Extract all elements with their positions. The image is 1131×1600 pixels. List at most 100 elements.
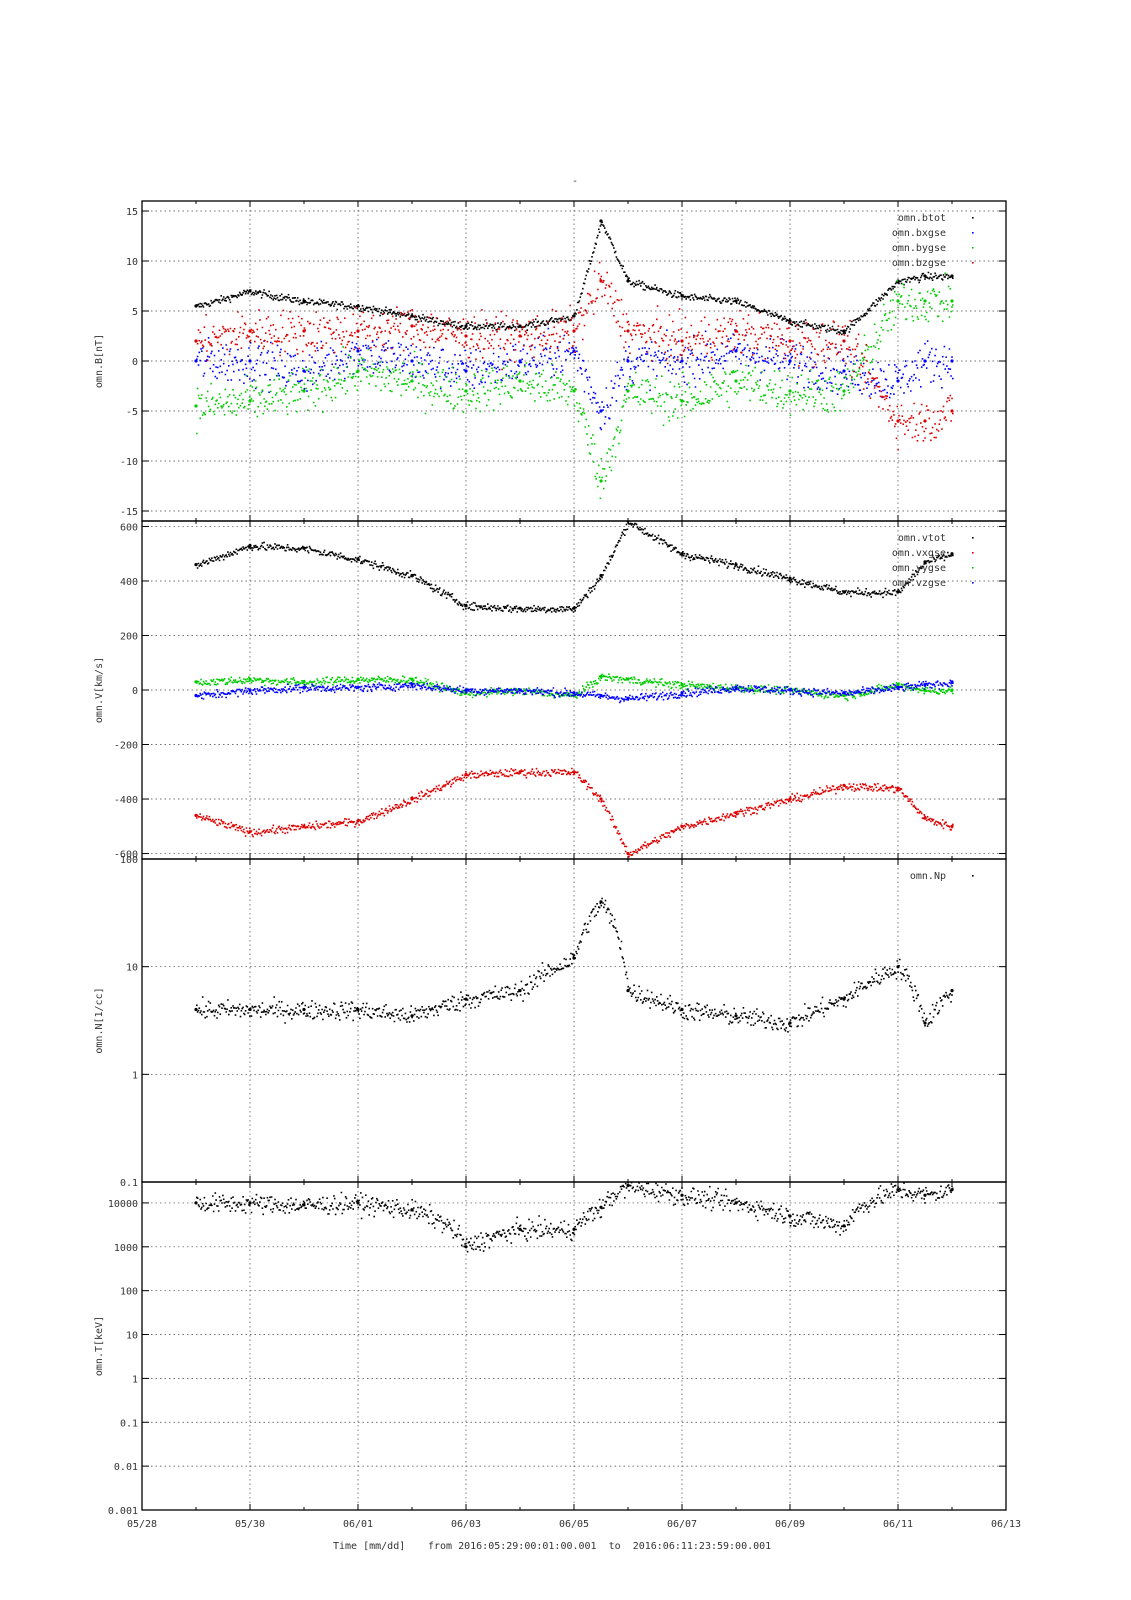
data-point <box>410 573 414 578</box>
data-point <box>518 989 522 993</box>
data-point <box>599 797 603 801</box>
data-point <box>356 557 360 561</box>
data-point <box>572 770 576 774</box>
data-point <box>356 677 360 681</box>
legend-label: omn.bxgse <box>892 228 946 239</box>
legend-marker <box>972 217 974 219</box>
series-scatter <box>196 272 954 500</box>
data-point <box>950 680 954 684</box>
y-tick-label: 400 <box>120 577 138 588</box>
y-tick-label: -200 <box>114 741 138 752</box>
y-tick-label: 10000 <box>108 1199 138 1210</box>
data-point <box>572 956 576 960</box>
x-tick-label: 06/09 <box>775 1519 805 1530</box>
data-point <box>599 693 603 698</box>
data-point <box>923 299 927 303</box>
data-point <box>599 409 603 413</box>
legend-marker <box>972 232 974 234</box>
data-point <box>356 819 360 823</box>
data-point <box>788 688 792 692</box>
data-point <box>302 824 306 828</box>
data-point <box>842 329 846 333</box>
series-omn.bzgse <box>194 261 954 451</box>
data-point <box>680 691 684 695</box>
data-point <box>572 329 576 333</box>
data-point <box>950 1188 954 1192</box>
data-point <box>923 1021 927 1025</box>
data-point <box>842 997 846 1001</box>
data-point <box>464 603 468 608</box>
data-point <box>788 359 792 363</box>
legend-marker <box>972 567 974 569</box>
legend-label: omn.bzgse <box>892 258 946 269</box>
legend-marker <box>972 537 974 539</box>
data-point <box>923 274 927 278</box>
legend-label: omn.btot <box>898 213 946 224</box>
data-point <box>572 691 576 695</box>
x-tick-label: 06/07 <box>667 1519 697 1530</box>
data-point <box>626 1183 630 1188</box>
x-tick-label: 05/28 <box>127 1519 157 1530</box>
data-point <box>194 1007 198 1012</box>
data-point <box>626 851 630 856</box>
x-axis-range: from 2016:05:29:00:01:00.001 to 2016:06:… <box>428 1541 771 1552</box>
data-point <box>599 1205 603 1209</box>
panel-3: 0.1 1 10 100 omn.N[1/cc] omn.Np <box>94 855 1007 1189</box>
y-tick-label: -15 <box>120 507 138 518</box>
data-point <box>194 404 198 408</box>
data-point <box>464 688 468 692</box>
data-point <box>518 324 522 328</box>
data-point <box>410 324 414 328</box>
series-scatter <box>196 767 954 858</box>
y-tick-label: 1000 <box>114 1243 138 1254</box>
panel-1: -15 -10 -5 0 5 10 15 omn.B[nT] omn.btot omn.bxgse… <box>94 200 1007 522</box>
data-point <box>734 299 738 303</box>
data-point <box>410 677 414 681</box>
legend-label: omn.vtot <box>898 533 946 544</box>
data-point <box>842 691 846 695</box>
data-point <box>680 294 684 298</box>
data-point <box>464 369 468 373</box>
data-point <box>896 965 900 969</box>
data-point <box>788 1021 792 1025</box>
series-scatter <box>196 521 954 614</box>
y-tick-label: 0 <box>132 686 138 697</box>
data-point <box>248 329 252 333</box>
data-point <box>734 349 738 353</box>
data-point <box>896 419 900 423</box>
data-point <box>950 989 954 993</box>
y-axis-label: omn.V[km/s] <box>94 657 105 723</box>
data-point <box>518 606 522 610</box>
data-point <box>518 334 522 338</box>
data-point <box>950 359 954 363</box>
data-point <box>302 369 306 373</box>
data-point <box>896 1188 900 1192</box>
x-tick-label: 06/05 <box>559 1519 589 1530</box>
data-point <box>599 900 603 904</box>
x-tick-label: 06/13 <box>991 1519 1021 1530</box>
data-point <box>599 674 603 679</box>
data-point <box>626 389 630 393</box>
y-tick-label: 0.01 <box>114 1462 138 1473</box>
data-point <box>626 359 630 363</box>
data-point <box>788 339 792 343</box>
data-point <box>626 696 630 700</box>
series-omn.vxgse <box>194 767 954 858</box>
y-tick-label: 10 <box>126 1331 138 1342</box>
data-point <box>680 1193 684 1197</box>
data-point <box>410 682 414 687</box>
data-point <box>248 1201 252 1205</box>
data-point <box>680 339 684 343</box>
y-tick-label: 200 <box>120 631 138 642</box>
series-scatter <box>196 679 954 704</box>
data-point <box>410 1208 414 1212</box>
data-point <box>356 1201 360 1205</box>
y-tick-label: 0 <box>132 357 138 368</box>
data-point <box>788 797 792 801</box>
data-point <box>626 329 630 333</box>
series-omn.vtot <box>194 521 954 614</box>
panel-frame <box>141 1181 1007 1511</box>
data-point <box>923 682 927 687</box>
data-point <box>572 314 576 318</box>
